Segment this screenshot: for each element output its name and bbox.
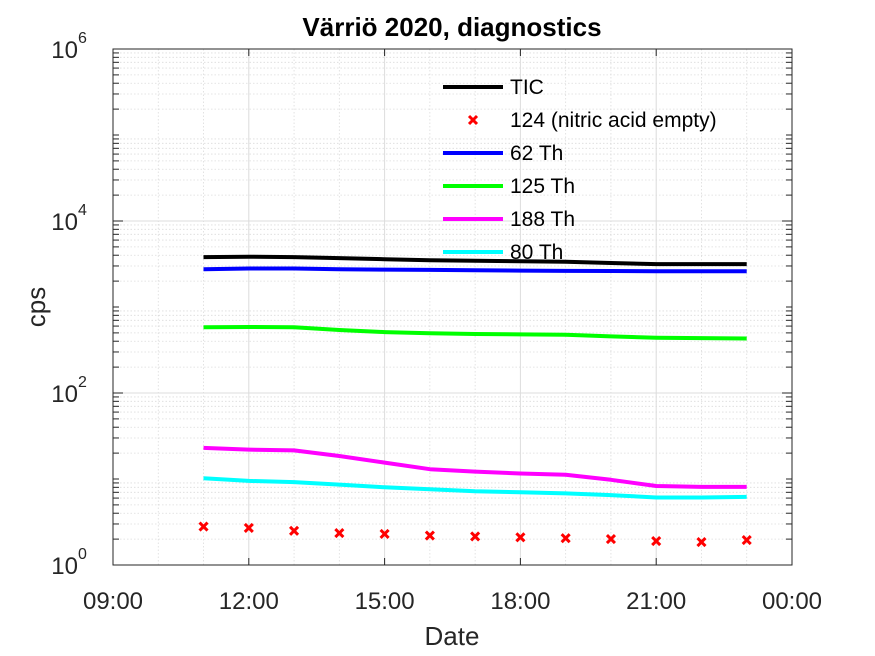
marker-stroke xyxy=(334,528,345,539)
legend-label: 80 Th xyxy=(510,241,563,264)
legend-label: 62 Th xyxy=(510,142,563,165)
series-marker-124-nitric-acid-empty xyxy=(741,534,752,546)
series-layer xyxy=(198,254,752,548)
series-marker-124-nitric-acid-empty xyxy=(605,534,616,545)
marker-stroke xyxy=(741,534,752,546)
x-tick-label: 00:00 xyxy=(762,588,822,615)
series-marker-124-nitric-acid-empty xyxy=(696,536,707,548)
y-tick-label: 10 xyxy=(51,381,78,408)
chart-title: Värriö 2020, diagnostics xyxy=(302,12,601,42)
marker-stroke xyxy=(605,534,616,545)
series-marker-124-nitric-acid-empty xyxy=(334,528,345,539)
x-tick-label: 21:00 xyxy=(626,588,686,615)
x-tick-label: 12:00 xyxy=(219,588,279,615)
legend-entry-62-th: 62 Th xyxy=(443,142,563,165)
y-axis-label: cps xyxy=(21,287,51,327)
legend: TIC 124 (nitric acid empty) 62 Th 125 Th 188… xyxy=(443,76,717,264)
minor-grid xyxy=(113,49,792,565)
series-marker-124-nitric-acid-empty xyxy=(560,533,571,544)
y-tick-exponent: 2 xyxy=(78,374,87,391)
series-marker-124-nitric-acid-empty xyxy=(289,525,300,536)
series-marker-124-nitric-acid-empty xyxy=(198,521,209,532)
x-tick-label: 18:00 xyxy=(490,588,550,615)
axis-ticks xyxy=(112,48,793,566)
series-marker-124-nitric-acid-empty xyxy=(515,532,526,543)
y-tick-exponent: 0 xyxy=(78,546,87,563)
x-tick-label: 15:00 xyxy=(355,588,415,615)
series-line-125-th xyxy=(203,325,747,341)
legend-entry-188-th: 188 Th xyxy=(443,208,575,231)
series-line-80-th xyxy=(203,476,747,500)
legend-label: TIC xyxy=(510,76,544,99)
marker-stroke xyxy=(470,531,481,542)
x-tick-labels: 09:00 12:00 15:00 18:00 21:00 00:00 xyxy=(83,588,822,615)
x-tick-label: 09:00 xyxy=(83,588,143,615)
series-marker-124-nitric-acid-empty xyxy=(651,535,662,547)
legend-label: 125 Th xyxy=(510,175,575,198)
series-line-188-th xyxy=(203,445,747,489)
series-marker-124-nitric-acid-empty xyxy=(470,531,481,542)
marker-stroke xyxy=(515,532,526,543)
legend-entry-80-th: 80 Th xyxy=(443,241,563,264)
legend-entry-124-nitric-acid-empty: 124 (nitric acid empty) xyxy=(467,109,717,132)
series-marker-124-nitric-acid-empty xyxy=(424,530,435,541)
x-axis-label: Date xyxy=(425,621,480,651)
series-line-tic xyxy=(203,254,747,267)
marker-stroke xyxy=(198,521,209,532)
legend-swatch xyxy=(467,114,479,126)
marker-stroke xyxy=(696,536,707,548)
y-tick-label: 10 xyxy=(51,553,78,580)
y-tick-exponent: 6 xyxy=(78,30,87,47)
legend-entry-tic: TIC xyxy=(443,76,544,99)
marker-stroke xyxy=(243,522,254,533)
series-marker-124-nitric-acid-empty xyxy=(243,522,254,533)
marker-stroke xyxy=(379,528,390,539)
marker-stroke xyxy=(424,530,435,541)
marker-stroke xyxy=(289,525,300,536)
y-tick-label: 10 xyxy=(51,37,78,64)
series-marker-124-nitric-acid-empty xyxy=(379,528,390,539)
legend-entry-125-th: 125 Th xyxy=(443,175,575,198)
y-tick-exponent: 4 xyxy=(78,202,87,219)
marker-stroke xyxy=(560,533,571,544)
y-tick-label: 10 xyxy=(51,209,78,236)
series-line-62-th xyxy=(203,266,747,274)
legend-label: 188 Th xyxy=(510,208,575,231)
marker-stroke xyxy=(651,535,662,547)
legend-label: 124 (nitric acid empty) xyxy=(510,109,717,132)
